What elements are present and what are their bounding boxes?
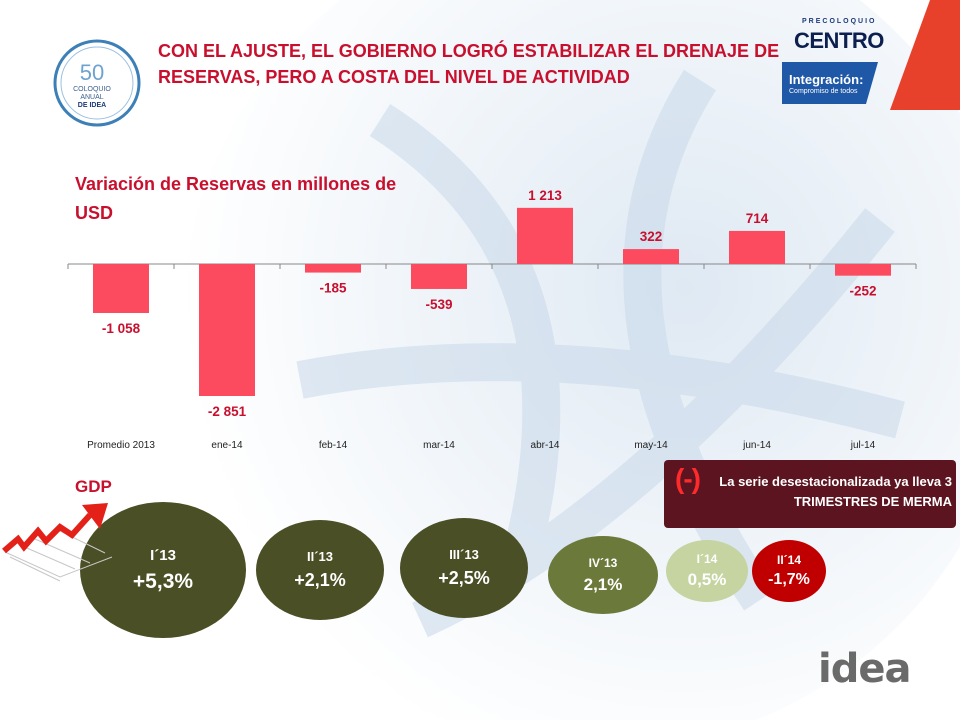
bar-value-label: -1 058 [102,321,141,336]
gdp-value: 2,1% [583,574,623,594]
gdp-value: +5,3% [132,569,194,593]
reserves-chart-title: Variación de Reservas en millones de USD [75,174,397,223]
bar-value-label: -252 [849,284,876,299]
logo-line-1: COLOQUIO [73,86,111,93]
bar-jun-14 [729,230,785,264]
brand-integration: Integración: [789,72,864,87]
note-text: La serie desestacionalizada ya lleva 3 T… [719,474,952,509]
bar-ene-14 [199,264,255,396]
bar-feb-14 [305,264,361,273]
gdp-circle-q2-13: II´13 +2,1% [256,520,384,620]
note-sign: (-) [675,463,701,494]
growth-arrow-icon [2,503,113,582]
gdp-quarter-label: IV´13 [588,555,618,570]
gdp-quarter-label: I´14 [696,552,718,566]
gdp-circle-q3-13: III´13 +2,5% [400,518,528,618]
gdp-circle-q1-14: I´14 0,5% [666,540,748,602]
gdp-quarter-label: II´14 [776,553,801,567]
category-label: jun-14 [742,440,771,451]
gdp-circle-q1-13: I´13 +5,3% [80,502,246,638]
gdp-title: GDP [75,477,112,496]
category-label: may-14 [634,440,668,451]
brand-tagline: Compromiso de todos [789,88,858,95]
logo-number: 50 [80,60,104,85]
category-label: mar-14 [423,440,455,451]
gdp-circle-q2-14: II´14 -1,7% [752,540,826,602]
bar-value-label: 1 213 [528,188,562,203]
bar-value-label: -185 [319,281,347,296]
bar-value-label: -2 851 [208,404,247,419]
category-label: feb-14 [319,440,348,451]
gdp-quarter-label: II´13 [306,549,333,564]
idea-logo: idea [818,650,911,686]
gdp-circle-q4-13: IV´13 2,1% [548,536,658,614]
coloquio-logo: 50 COLOQUIO ANUAL DE IDEA [53,39,141,127]
gdp-quarter-label: I´13 [150,546,176,564]
bar-value-label: 714 [746,211,769,226]
gdp-value: +2,1% [294,570,346,590]
category-label: jul-14 [850,440,876,451]
bar-jul-14 [835,264,891,276]
note-box: (-) La serie desestacionalizada ya lleva… [664,460,956,528]
bar-mar-14 [411,264,467,289]
bar-abr-14 [517,207,573,264]
category-label: abr-14 [531,440,560,451]
bar-promedio-2013 [93,264,149,313]
slide-title: CON EL AJUSTE, EL GOBIERNO LOGRÓ ESTABIL… [158,41,780,87]
brand-name: CENTRO [794,28,884,53]
bar-may-14 [623,249,679,264]
precoloquio-brand: PRECOLOQUIO CENTRO Integración: Compromi… [770,0,960,110]
logo-line-2: ANUAL [80,94,103,101]
bar-value-label: -539 [425,297,452,312]
gdp-quarter-label: III´13 [449,547,479,562]
bar-value-label: 322 [640,229,663,244]
brand-pre: PRECOLOQUIO [802,18,877,25]
gdp-value: -1,7% [768,571,810,588]
idea-logo-text: idea [818,650,910,686]
category-label: Promedio 2013 [87,440,155,451]
gdp-value: +2,5% [438,568,490,588]
gdp-value: 0,5% [687,570,727,589]
logo-line-3: DE IDEA [78,102,106,109]
category-label: ene-14 [211,440,243,451]
